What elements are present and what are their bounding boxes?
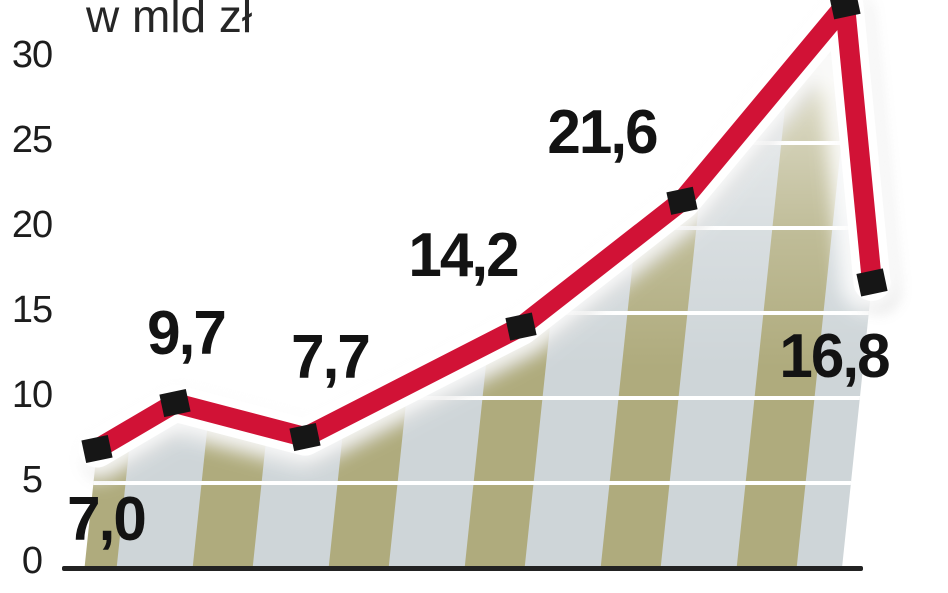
data-point-marker-4 bbox=[666, 186, 698, 215]
y-tick-label-0: 0 bbox=[21, 540, 43, 582]
y-tick-label-30: 30 bbox=[11, 34, 53, 76]
point-label-21-6: 21,6 bbox=[547, 98, 658, 167]
data-point-marker-6 bbox=[856, 268, 888, 297]
chart-title: w mld zł bbox=[86, 0, 253, 42]
y-tick-label-20: 20 bbox=[11, 204, 53, 246]
point-label-7-0: 7,0 bbox=[67, 485, 147, 554]
y-tick-label-10: 10 bbox=[11, 374, 53, 416]
gridline-10 bbox=[84, 396, 872, 400]
y-tick-label-15: 15 bbox=[11, 289, 53, 331]
point-label-16-8: 16,8 bbox=[779, 322, 890, 391]
data-point-marker-0 bbox=[81, 434, 113, 464]
point-label-7-7: 7,7 bbox=[291, 323, 371, 392]
data-point-marker-1 bbox=[159, 389, 191, 418]
y-tick-label-5: 5 bbox=[21, 459, 43, 501]
data-point-marker-2 bbox=[289, 423, 321, 452]
gridline-5 bbox=[84, 481, 872, 485]
point-label-9-7: 9,7 bbox=[147, 299, 227, 368]
point-label-14-2: 14,2 bbox=[408, 221, 519, 290]
x-axis-line bbox=[62, 566, 863, 571]
data-point-marker-5 bbox=[829, 0, 861, 20]
y-tick-label-25: 25 bbox=[11, 119, 53, 161]
data-point-marker-3 bbox=[505, 312, 537, 341]
